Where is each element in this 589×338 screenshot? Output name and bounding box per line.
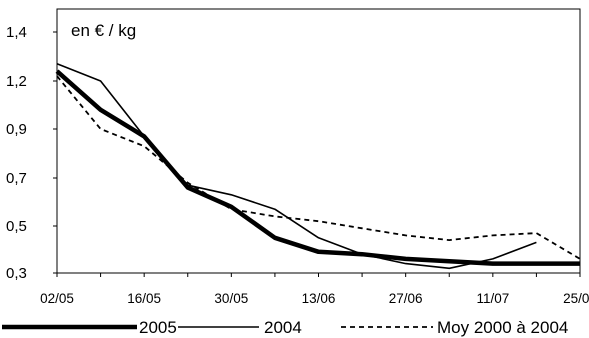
unit-label: en € / kg [71,21,136,40]
x-tick-label: 27/06 [389,291,423,306]
series-line-moy-2000-2004 [56,75,581,260]
legend-item: 2004 [178,318,302,337]
y-tick-label: 1,4 [6,24,27,41]
legend-item: Moy 2000 à 2004 [341,318,568,337]
y-tick-label: 0,5 [6,218,27,235]
x-axis: 02/05 16/05 30/05 13/06 27/06 11/07 25/07 [40,273,589,306]
y-tick-label: 0,9 [6,121,27,138]
series-layer [55,63,581,270]
x-tick-label: 13/06 [302,291,336,306]
x-tick-label: 11/07 [476,291,509,306]
y-axis: 1,4 1,2 0,9 0,7 0,5 0,3 [6,24,57,282]
x-tick-label: 30/05 [214,291,248,306]
legend-label: 2004 [264,318,302,337]
series-line-2004 [56,63,537,270]
x-tick-label: 25/07 [563,291,589,306]
legend-item: 2005 [2,318,177,337]
legend: 2005 2004 Moy 2000 à 2004 [2,318,568,337]
y-tick-label: 1,2 [6,73,27,90]
y-tick-label: 0,3 [6,265,27,282]
y-tick-label: 0,7 [6,170,27,187]
x-tick-label: 02/05 [40,291,74,306]
x-tick-label: 16/05 [127,291,161,306]
legend-label: Moy 2000 à 2004 [437,318,568,337]
legend-label: 2005 [139,318,177,337]
